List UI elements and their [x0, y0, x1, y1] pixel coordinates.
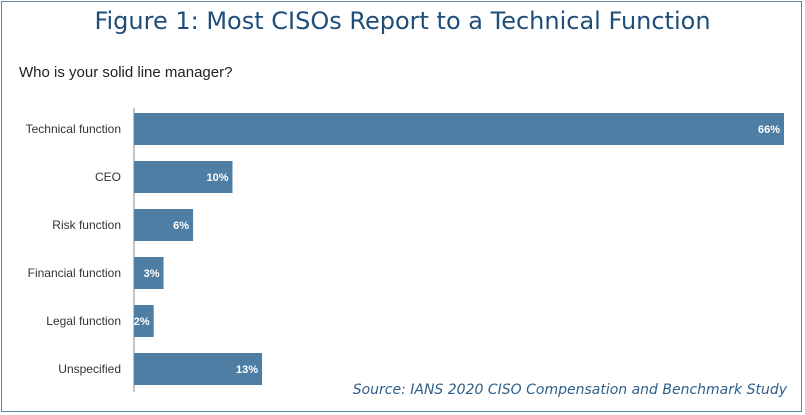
category-label: Legal function: [46, 314, 121, 328]
category-label: Unspecified: [58, 362, 121, 376]
bar-technical-function: [134, 113, 784, 145]
figure-title: Figure 1: Most CISOs Report to a Technic…: [94, 7, 711, 35]
source-note: Source: IANS 2020 CISO Compensation and …: [352, 382, 787, 398]
bar-legal-function: [134, 305, 154, 337]
chart-question: Who is your solid line manager?: [19, 64, 233, 81]
category-label: Financial function: [28, 266, 121, 280]
category-label: CEO: [95, 170, 121, 184]
data-label: 13%: [236, 364, 258, 376]
data-label: 66%: [758, 124, 780, 136]
bar-ceo: [134, 161, 233, 193]
bar-financial-function: [134, 257, 164, 289]
data-label: 2%: [134, 316, 150, 328]
data-label: 6%: [173, 220, 189, 232]
category-label: Risk function: [52, 218, 121, 232]
bar-unspecified: [134, 353, 263, 385]
bar-risk-function: [134, 209, 194, 241]
data-label: 10%: [206, 172, 228, 184]
data-label: 3%: [144, 268, 160, 280]
category-label: Technical function: [26, 122, 121, 136]
